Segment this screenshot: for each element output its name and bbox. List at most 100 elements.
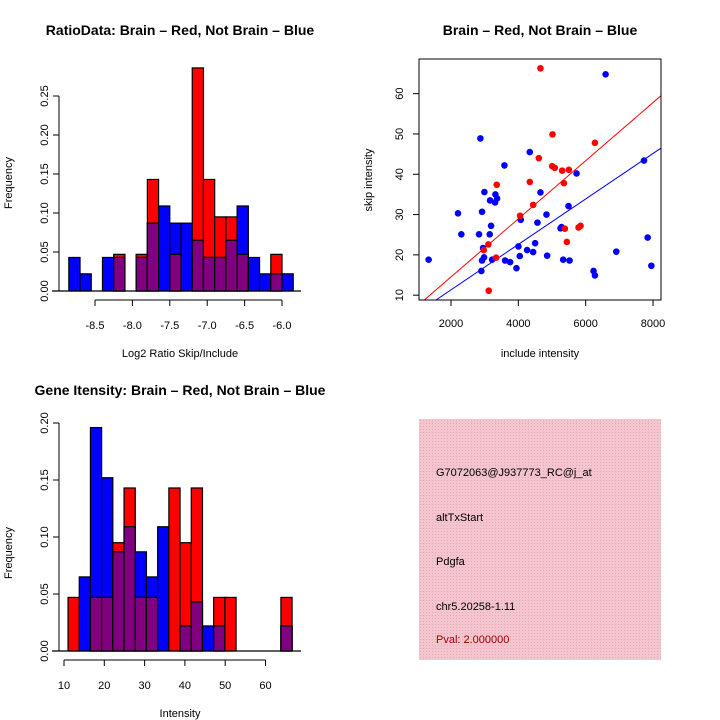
event-type: altTxStart xyxy=(436,512,483,524)
y-tick-label: 30 xyxy=(394,208,406,220)
overlap-bar xyxy=(236,253,249,292)
blue-bar xyxy=(247,256,261,292)
blue-bar xyxy=(101,256,115,292)
y-tick-label: 0.00 xyxy=(39,280,51,301)
red-point xyxy=(480,246,488,254)
red-fit-line xyxy=(423,95,661,300)
blue-fit-line xyxy=(435,147,661,300)
blue-point xyxy=(506,258,514,266)
blue-point xyxy=(486,197,494,204)
y-tick-label: 40 xyxy=(394,168,406,180)
overlap-bar xyxy=(135,256,148,292)
y-tick-label: 0.15 xyxy=(39,469,51,490)
x-axis-label: Log2 Ratio Skip/Include xyxy=(122,348,238,360)
x-tick-label: 30 xyxy=(138,680,150,692)
blue-point xyxy=(486,231,494,238)
x-tick-label: -8.0 xyxy=(123,320,142,332)
x-tick-label: 40 xyxy=(179,680,191,692)
y-axis-label: skip intensity xyxy=(363,148,375,211)
overlap-bar xyxy=(214,256,227,292)
red-point xyxy=(485,287,493,295)
blue-point xyxy=(513,264,520,272)
x-tick-label: -8.5 xyxy=(86,320,105,332)
overlap-bar xyxy=(270,273,283,292)
x-tick-label: 50 xyxy=(219,680,231,692)
overlap-bar xyxy=(225,239,238,292)
blue-point xyxy=(501,162,508,169)
y-axis-label: Frequency xyxy=(3,527,15,579)
overlap-bar xyxy=(113,256,126,292)
blue-point xyxy=(644,234,651,241)
genomic-location: chr5.20258-1.11 xyxy=(436,601,515,613)
red-point xyxy=(485,241,492,248)
overlap-bar xyxy=(101,596,114,652)
red-bar xyxy=(67,596,80,652)
red-point xyxy=(492,254,500,261)
red-point xyxy=(526,178,534,186)
red-point xyxy=(577,222,584,230)
red-point xyxy=(563,238,571,246)
y-tick-label: 0.05 xyxy=(39,241,51,262)
x-tick-label: 2000 xyxy=(439,318,463,330)
blue-point xyxy=(491,199,499,206)
red-point xyxy=(551,164,559,172)
blue-point xyxy=(543,211,550,218)
gene-name: Pdgfa xyxy=(436,556,466,568)
overlap-bar xyxy=(146,222,160,292)
y-axis-label: Frequency xyxy=(3,157,15,209)
blue-point xyxy=(640,157,648,164)
blue-bar xyxy=(157,526,170,652)
overlap-bar xyxy=(134,596,148,652)
blue-point xyxy=(559,256,567,263)
blue-point xyxy=(529,248,537,256)
pval-text: Pval: 2.000000 xyxy=(436,634,509,646)
overlap-bar xyxy=(179,625,192,652)
overlap-bar xyxy=(280,625,293,652)
red-point xyxy=(560,179,568,187)
blue-point xyxy=(537,189,544,196)
blue-point xyxy=(543,252,551,259)
probe-id: G7072063@J937773_RC@j_at xyxy=(436,467,592,479)
blue-point xyxy=(478,257,486,264)
blue-bar xyxy=(180,222,193,292)
y-tick-label: 0.05 xyxy=(39,583,51,604)
blue-bar xyxy=(68,256,81,292)
blue-point xyxy=(534,219,541,226)
red-point xyxy=(516,212,524,220)
overlap-bar xyxy=(123,526,136,652)
intensity-scatter-plot: Brain – Red, Not Brain – Blue include int… xyxy=(363,22,665,360)
red-point xyxy=(549,131,556,138)
blue-point xyxy=(487,222,495,230)
blue-point xyxy=(566,257,573,264)
x-tick-label: -7.5 xyxy=(160,320,179,332)
x-tick-label: 10 xyxy=(58,680,70,692)
blue-point xyxy=(515,243,522,250)
y-tick-label: 0.00 xyxy=(39,640,51,661)
blue-bar xyxy=(258,273,272,292)
blue-point xyxy=(591,272,599,279)
blue-bar xyxy=(201,625,215,652)
x-tick-label: -6.5 xyxy=(235,320,254,332)
y-tick-label: 0.10 xyxy=(39,202,51,223)
y-tick-label: 50 xyxy=(394,128,406,140)
y-tick-label: 0.20 xyxy=(39,124,51,145)
red-point xyxy=(529,201,537,209)
y-tick-label: 0.25 xyxy=(39,85,51,106)
blue-point xyxy=(477,135,484,142)
red-point xyxy=(591,139,599,147)
y-tick-label: 10 xyxy=(394,289,406,301)
blue-point xyxy=(478,208,486,216)
red-point xyxy=(537,64,544,72)
chart-title: Brain – Red, Not Brain – Blue xyxy=(443,22,638,38)
red-bar xyxy=(224,596,237,652)
red-point xyxy=(493,181,501,189)
info-panel: G7072063@J937773_RC@j_at altTxStart Pdgf… xyxy=(419,419,661,660)
plot-frame xyxy=(418,58,662,301)
x-tick-label: 4000 xyxy=(506,318,530,330)
blue-bar xyxy=(79,273,92,292)
red-point xyxy=(561,225,569,232)
blue-point xyxy=(648,262,655,270)
x-axis-label: include intensity xyxy=(501,348,580,360)
blue-point xyxy=(523,246,531,254)
blue-bar xyxy=(157,205,171,292)
